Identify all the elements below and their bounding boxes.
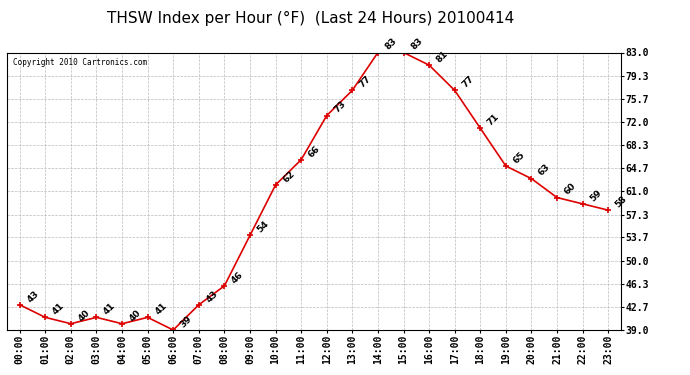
Text: 43: 43 (26, 289, 41, 304)
Text: 39: 39 (179, 314, 194, 329)
Text: 77: 77 (460, 74, 475, 90)
Text: 60: 60 (562, 182, 578, 197)
Text: 83: 83 (384, 36, 399, 52)
Text: 41: 41 (102, 302, 117, 316)
Text: 77: 77 (358, 74, 373, 90)
Text: 59: 59 (588, 188, 604, 203)
Text: Copyright 2010 Cartronics.com: Copyright 2010 Cartronics.com (13, 58, 147, 67)
Text: 83: 83 (409, 36, 424, 52)
Text: 41: 41 (51, 302, 66, 316)
Text: 40: 40 (77, 308, 92, 323)
Text: 62: 62 (281, 169, 296, 184)
Text: 40: 40 (128, 308, 143, 323)
Text: 63: 63 (537, 163, 552, 178)
Text: THSW Index per Hour (°F)  (Last 24 Hours) 20100414: THSW Index per Hour (°F) (Last 24 Hours)… (107, 11, 514, 26)
Text: 73: 73 (333, 99, 348, 115)
Text: 66: 66 (307, 144, 322, 159)
Text: 54: 54 (255, 219, 271, 235)
Text: 41: 41 (153, 302, 168, 316)
Text: 81: 81 (435, 49, 450, 64)
Text: 46: 46 (230, 270, 245, 285)
Text: 71: 71 (486, 112, 501, 128)
Text: 65: 65 (511, 150, 526, 165)
Text: 58: 58 (614, 194, 629, 209)
Text: 43: 43 (204, 289, 219, 304)
